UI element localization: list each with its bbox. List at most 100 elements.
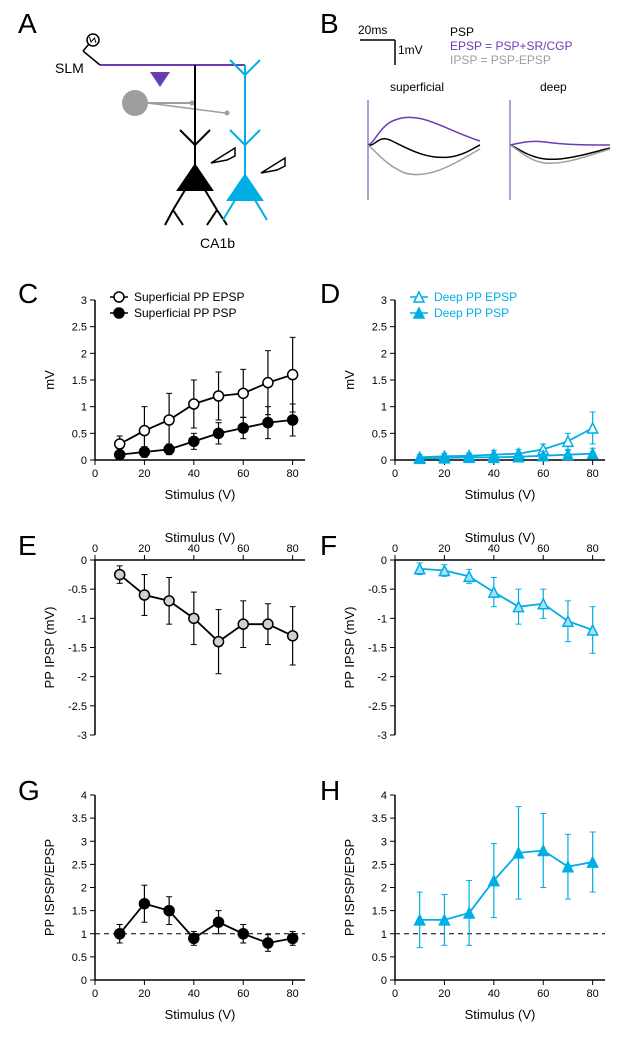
- figure: A B C D E F G H: [0, 0, 637, 1041]
- svg-text:2: 2: [381, 883, 387, 895]
- svg-text:2.5: 2.5: [372, 859, 387, 871]
- svg-text:2: 2: [81, 348, 87, 360]
- svg-text:Stimulus (V): Stimulus (V): [465, 487, 536, 502]
- svg-text:0.5: 0.5: [72, 428, 87, 440]
- svg-text:1: 1: [81, 402, 87, 414]
- label-A: A: [18, 8, 37, 40]
- label-ca1b: CA1b: [200, 235, 235, 251]
- svg-text:3: 3: [381, 295, 387, 307]
- label-slm: SLM: [55, 60, 84, 76]
- svg-text:0: 0: [392, 988, 398, 1000]
- label-H: H: [320, 775, 340, 807]
- svg-text:0: 0: [81, 975, 87, 987]
- svg-text:Stimulus (V): Stimulus (V): [465, 530, 536, 545]
- svg-text:80: 80: [287, 543, 299, 555]
- svg-text:80: 80: [587, 468, 599, 480]
- svg-text:0.5: 0.5: [372, 428, 387, 440]
- svg-text:60: 60: [537, 988, 549, 1000]
- trace-svg: [350, 85, 620, 225]
- panel-G-chart: 02040608000.511.522.533.54PP ISPSP/EPSPS…: [40, 780, 315, 1025]
- svg-text:-1: -1: [77, 613, 87, 625]
- svg-text:-3: -3: [377, 730, 387, 742]
- svg-text:4: 4: [381, 790, 387, 802]
- svg-text:80: 80: [587, 988, 599, 1000]
- svg-text:PP ISPSP/EPSP: PP ISPSP/EPSP: [42, 839, 57, 936]
- panel-B: 20ms 1mV PSP EPSP = PSP+SR/CGP IPSP = PS…: [350, 25, 620, 235]
- svg-text:20: 20: [138, 468, 150, 480]
- svg-text:0: 0: [81, 555, 87, 567]
- svg-text:-1.5: -1.5: [68, 643, 87, 655]
- svg-text:40: 40: [488, 988, 500, 1000]
- svg-text:4: 4: [81, 790, 87, 802]
- svg-text:1.5: 1.5: [372, 906, 387, 918]
- svg-text:0.5: 0.5: [72, 952, 87, 964]
- svg-text:0: 0: [392, 543, 398, 555]
- svg-text:0: 0: [81, 455, 87, 467]
- svg-text:0: 0: [92, 468, 98, 480]
- svg-text:20: 20: [438, 468, 450, 480]
- scale-y-label: 1mV: [398, 43, 423, 57]
- svg-text:3: 3: [81, 836, 87, 848]
- svg-text:1.5: 1.5: [372, 375, 387, 387]
- svg-text:Stimulus (V): Stimulus (V): [465, 1007, 536, 1022]
- svg-text:20: 20: [438, 988, 450, 1000]
- svg-text:2.5: 2.5: [72, 859, 87, 871]
- svg-text:2: 2: [81, 883, 87, 895]
- svg-text:1: 1: [381, 402, 387, 414]
- label-F: F: [320, 530, 337, 562]
- svg-text:2.5: 2.5: [372, 322, 387, 334]
- label-D: D: [320, 278, 340, 310]
- svg-text:40: 40: [188, 468, 200, 480]
- svg-text:0: 0: [381, 455, 387, 467]
- panel-C-chart: 0 20 40 60 80 0 0.5 1 1.5 2 2.5 3 mV Stimulus (V) Supe…: [40, 285, 315, 505]
- svg-text:80: 80: [287, 468, 299, 480]
- label-C: C: [18, 278, 38, 310]
- legend-psp: PSP: [450, 25, 474, 39]
- svg-text:PP IPSP (mV): PP IPSP (mV): [342, 607, 357, 689]
- label-E: E: [18, 530, 37, 562]
- scale-x-label: 20ms: [358, 23, 387, 37]
- panel-H-chart: 02040608000.511.522.533.54PP ISPSP/EPSPS…: [340, 780, 615, 1025]
- svg-text:mV: mV: [42, 370, 57, 390]
- svg-text:Superficial PP EPSP: Superficial PP EPSP: [134, 290, 245, 304]
- svg-text:0: 0: [92, 988, 98, 1000]
- svg-text:Deep PP PSP: Deep PP PSP: [434, 306, 509, 320]
- svg-text:-2: -2: [77, 672, 87, 684]
- svg-text:-2.5: -2.5: [68, 701, 87, 713]
- svg-text:mV: mV: [342, 370, 357, 390]
- svg-text:3.5: 3.5: [372, 813, 387, 825]
- svg-text:60: 60: [237, 468, 249, 480]
- svg-text:0: 0: [392, 468, 398, 480]
- svg-text:-0.5: -0.5: [68, 584, 87, 596]
- label-G: G: [18, 775, 40, 807]
- svg-text:Superficial PP PSP: Superficial PP PSP: [134, 306, 237, 320]
- svg-text:Stimulus (V): Stimulus (V): [165, 487, 236, 502]
- svg-text:-0.5: -0.5: [368, 584, 387, 596]
- svg-text:0: 0: [92, 543, 98, 555]
- svg-text:40: 40: [188, 988, 200, 1000]
- svg-text:80: 80: [287, 988, 299, 1000]
- svg-text:-3: -3: [77, 730, 87, 742]
- svg-text:1: 1: [81, 929, 87, 941]
- panel-D-chart: 02040608000.511.522.53mVStimulus (V)Deep…: [340, 285, 615, 505]
- svg-text:0.5: 0.5: [372, 952, 387, 964]
- svg-text:-1: -1: [377, 613, 387, 625]
- svg-text:60: 60: [237, 543, 249, 555]
- svg-text:-2: -2: [377, 672, 387, 684]
- svg-text:80: 80: [587, 543, 599, 555]
- svg-text:Deep PP EPSP: Deep PP EPSP: [434, 290, 517, 304]
- svg-text:60: 60: [237, 988, 249, 1000]
- svg-text:2: 2: [381, 348, 387, 360]
- svg-text:3: 3: [81, 295, 87, 307]
- svg-text:Stimulus (V): Stimulus (V): [165, 530, 236, 545]
- legend-ipsp: IPSP = PSP-EPSP: [450, 53, 551, 67]
- svg-text:Stimulus (V): Stimulus (V): [165, 1007, 236, 1022]
- svg-text:0: 0: [381, 975, 387, 987]
- svg-text:2.5: 2.5: [72, 322, 87, 334]
- panel-F-chart: 0204060800-0.5-1-1.5-2-2.5-3PP IPSP (mV)…: [340, 530, 615, 750]
- panel-E-chart: 0204060800-0.5-1-1.5-2-2.5-3PP IPSP (mV)…: [40, 530, 315, 750]
- svg-text:PP ISPSP/EPSP: PP ISPSP/EPSP: [342, 839, 357, 936]
- svg-text:1.5: 1.5: [72, 375, 87, 387]
- legend-epsp: EPSP = PSP+SR/CGP: [450, 39, 573, 53]
- svg-text:60: 60: [537, 468, 549, 480]
